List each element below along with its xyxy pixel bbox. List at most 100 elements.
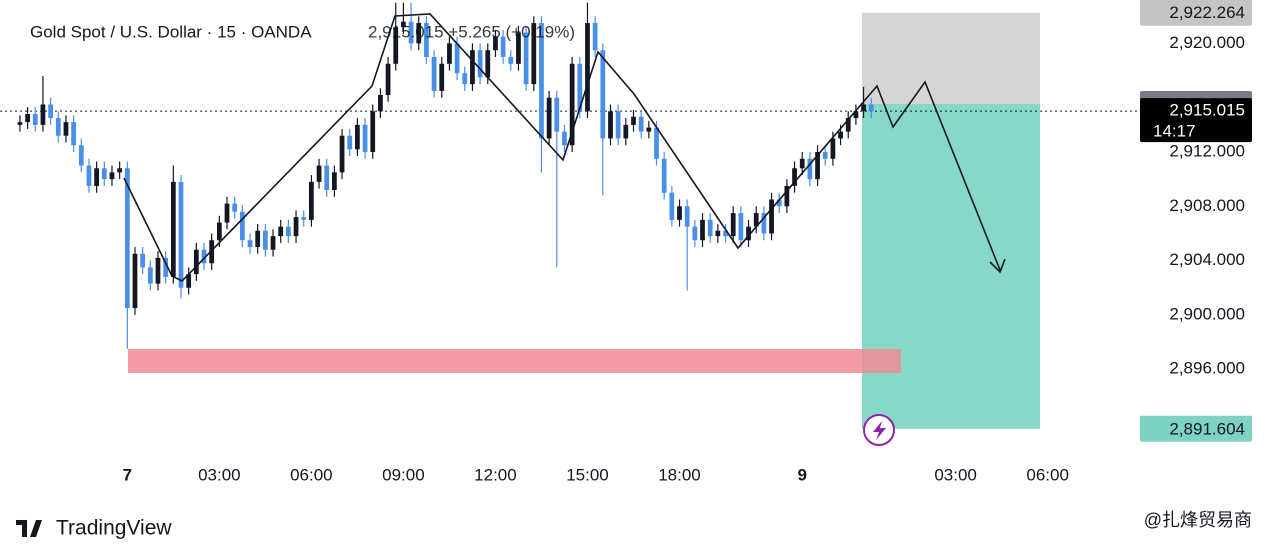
candle-body bbox=[278, 226, 284, 237]
candle-body bbox=[792, 168, 797, 186]
candle-body bbox=[799, 158, 805, 169]
candle-body bbox=[63, 122, 69, 136]
candle-body bbox=[86, 165, 92, 186]
candle-body bbox=[247, 240, 253, 247]
y-tick-label: 2,920.000 bbox=[1169, 33, 1245, 52]
candle-body bbox=[109, 172, 115, 180]
candle-body bbox=[830, 138, 836, 159]
candle-body bbox=[554, 97, 560, 132]
candle-body bbox=[71, 122, 77, 146]
candle-body bbox=[493, 36, 498, 51]
countdown: 14:17 bbox=[1153, 122, 1196, 141]
candle-body bbox=[262, 230, 268, 250]
x-tick-label: 15:00 bbox=[566, 465, 609, 484]
candle-body bbox=[577, 63, 583, 112]
price-axis: 2,920.000 2,912.000 2,908.000 2,904.000 2,90… bbox=[1140, 0, 1252, 442]
candle-body bbox=[232, 203, 238, 212]
candle-body bbox=[285, 226, 291, 237]
x-tick-label: 09:00 bbox=[382, 465, 425, 484]
zigzag-projection bbox=[123, 13, 1001, 282]
candle-body bbox=[347, 135, 353, 150]
candle-body bbox=[216, 222, 222, 241]
candle-body bbox=[807, 158, 813, 180]
background-layer bbox=[0, 12, 1138, 429]
price-marker-label: 2,891.604 bbox=[1169, 419, 1245, 438]
candle-body bbox=[776, 199, 782, 207]
last-price-label: 2,915.015 bbox=[1169, 101, 1245, 120]
arrow-head bbox=[989, 258, 1006, 274]
candle-body bbox=[301, 217, 307, 220]
candle-body bbox=[293, 217, 299, 237]
candle-body bbox=[646, 127, 652, 132]
candle-body bbox=[700, 219, 705, 241]
candle-body bbox=[40, 104, 46, 125]
target-zone bbox=[862, 103, 1040, 429]
candle-body bbox=[193, 249, 199, 275]
candle-body bbox=[539, 23, 544, 139]
x-tick-label: 06:00 bbox=[1026, 465, 1069, 484]
candle-body bbox=[608, 111, 613, 139]
y-tick-label: 2,912.000 bbox=[1169, 141, 1245, 160]
candle-body bbox=[462, 73, 468, 85]
candle-body bbox=[78, 145, 84, 166]
candle-body bbox=[677, 206, 682, 220]
candle-body bbox=[822, 152, 828, 159]
candle-body bbox=[17, 122, 23, 125]
candle-body bbox=[186, 274, 192, 288]
candle-body bbox=[339, 135, 345, 173]
support-zone bbox=[128, 349, 901, 373]
candles bbox=[17, 2, 874, 349]
candle-body bbox=[255, 230, 261, 247]
candle-body bbox=[838, 131, 843, 139]
candle-body bbox=[861, 104, 866, 112]
candle-body bbox=[585, 23, 590, 112]
candle-body bbox=[424, 23, 429, 58]
candle-body bbox=[592, 23, 598, 51]
candle-body bbox=[654, 127, 659, 159]
candle-body bbox=[439, 63, 445, 91]
candle-body bbox=[516, 32, 521, 64]
candle-body bbox=[845, 118, 851, 132]
candle-body bbox=[170, 181, 176, 277]
x-tick-label: 03:00 bbox=[934, 465, 977, 484]
candle-body bbox=[623, 124, 629, 139]
candle-body bbox=[224, 203, 230, 223]
candle-body bbox=[730, 213, 736, 237]
lightning bbox=[873, 421, 886, 440]
candle-body bbox=[163, 257, 169, 277]
candle-body bbox=[124, 168, 130, 309]
candle-body bbox=[769, 199, 774, 234]
candle-body bbox=[140, 253, 146, 268]
candle-body bbox=[661, 158, 667, 193]
candle-body bbox=[569, 63, 575, 146]
y-tick-label: 2,896.000 bbox=[1169, 359, 1245, 378]
candle-body bbox=[615, 111, 621, 139]
candle-body bbox=[209, 240, 215, 264]
candle-body bbox=[370, 111, 376, 152]
candle-body bbox=[500, 36, 506, 57]
candle-body bbox=[853, 111, 859, 119]
candle-body bbox=[362, 124, 368, 152]
price-marker bbox=[1140, 0, 1252, 26]
candle-body bbox=[761, 213, 767, 234]
candle-body bbox=[485, 50, 491, 78]
chart-title: Gold Spot / U.S. Dollar · 15 · OANDA bbox=[30, 22, 312, 41]
candle-body bbox=[523, 32, 529, 85]
candle-body bbox=[239, 211, 245, 241]
candle-body bbox=[753, 213, 759, 227]
x-tick-label: 12:00 bbox=[474, 465, 517, 484]
candle-body bbox=[117, 168, 123, 173]
candle-body bbox=[508, 57, 514, 64]
x-tick-label: 03:00 bbox=[198, 465, 241, 484]
candle-body bbox=[132, 253, 138, 309]
candle-body bbox=[32, 114, 38, 125]
candle-body bbox=[48, 104, 53, 119]
candle-body bbox=[531, 23, 537, 85]
candle-body bbox=[868, 104, 874, 112]
candle-body bbox=[746, 226, 751, 241]
candle-body bbox=[477, 50, 483, 78]
candle-body bbox=[155, 257, 161, 284]
candle-body bbox=[270, 236, 276, 250]
y-tick-label: 2,900.000 bbox=[1169, 304, 1245, 323]
quote: 2,915.015 +5.265 (+0.19%) bbox=[368, 22, 575, 41]
